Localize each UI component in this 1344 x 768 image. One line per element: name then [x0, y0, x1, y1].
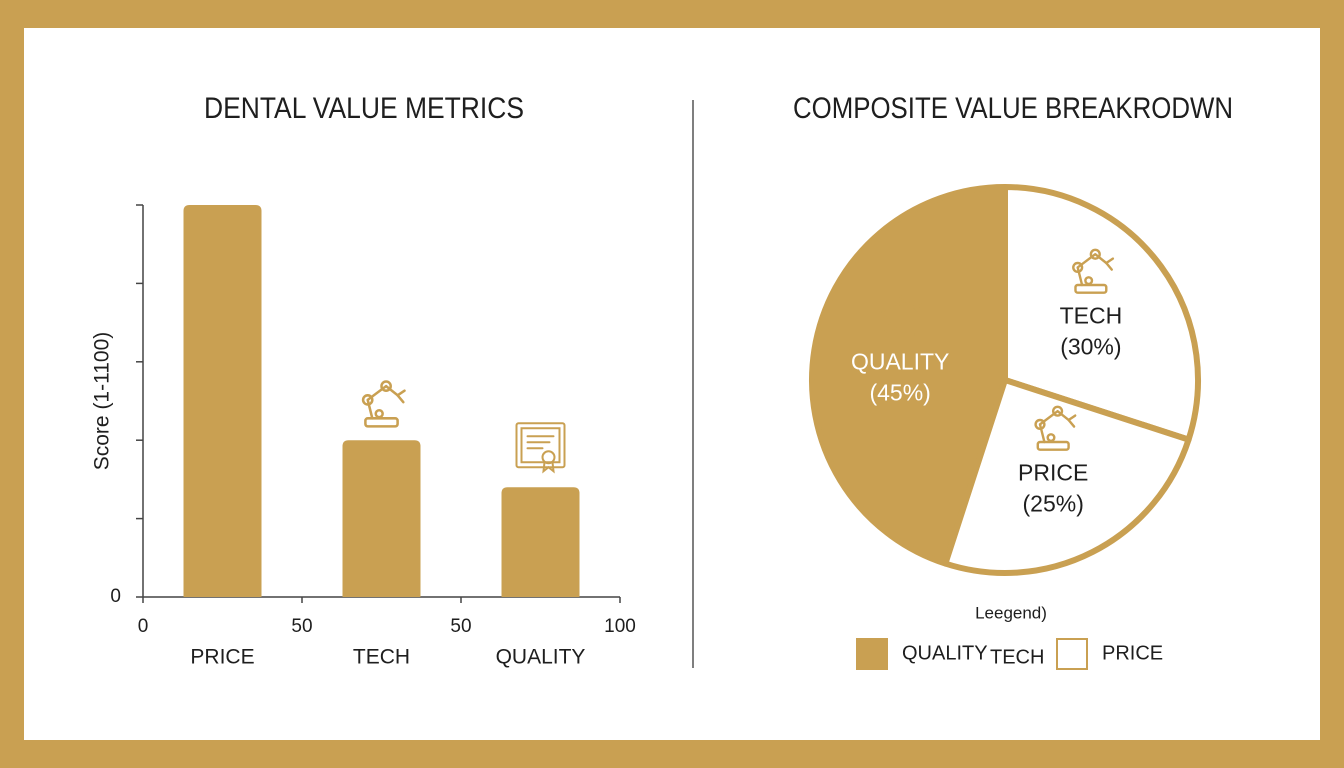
x-axis-label: 0	[138, 616, 149, 637]
chart-title: DENTAL VALUE METRICS	[204, 92, 524, 125]
pie-slice	[942, 377, 1192, 576]
slice-value: (30%)	[1060, 334, 1121, 360]
chart-title: COMPOSITE VALUE BREAKRODWN	[793, 92, 1233, 125]
pie-slice	[809, 184, 1008, 567]
slice-label: PRICE	[1018, 460, 1088, 486]
x-tick-label: PRICE	[190, 646, 254, 669]
legend-swatch	[1056, 638, 1088, 670]
pie-slice	[1002, 184, 1201, 443]
x-axis-label: 50	[291, 616, 312, 637]
slice-label: QUALITY	[851, 348, 949, 374]
slice-value: (45%)	[869, 379, 930, 405]
bar	[342, 440, 421, 597]
x-axis-label: 100	[604, 616, 636, 637]
x-axis-label: 50	[450, 616, 471, 637]
y-axis-label: Score (1-1100)	[91, 332, 114, 471]
legend-swatch	[856, 638, 888, 670]
slice-value: (25%)	[1023, 491, 1084, 517]
bar	[183, 205, 262, 597]
legend-label: PRICE	[1102, 642, 1163, 664]
x-tick-label: TECH	[353, 646, 410, 669]
legend-title: Leegend)	[975, 603, 1047, 622]
legend-label: QUALITY	[902, 642, 988, 664]
bar	[501, 487, 580, 597]
x-tick-label: QUALITY	[496, 646, 586, 669]
y-tick-label: 0	[110, 586, 121, 607]
slice-label: TECH	[1060, 303, 1123, 329]
legend-label: TECH	[990, 646, 1044, 668]
